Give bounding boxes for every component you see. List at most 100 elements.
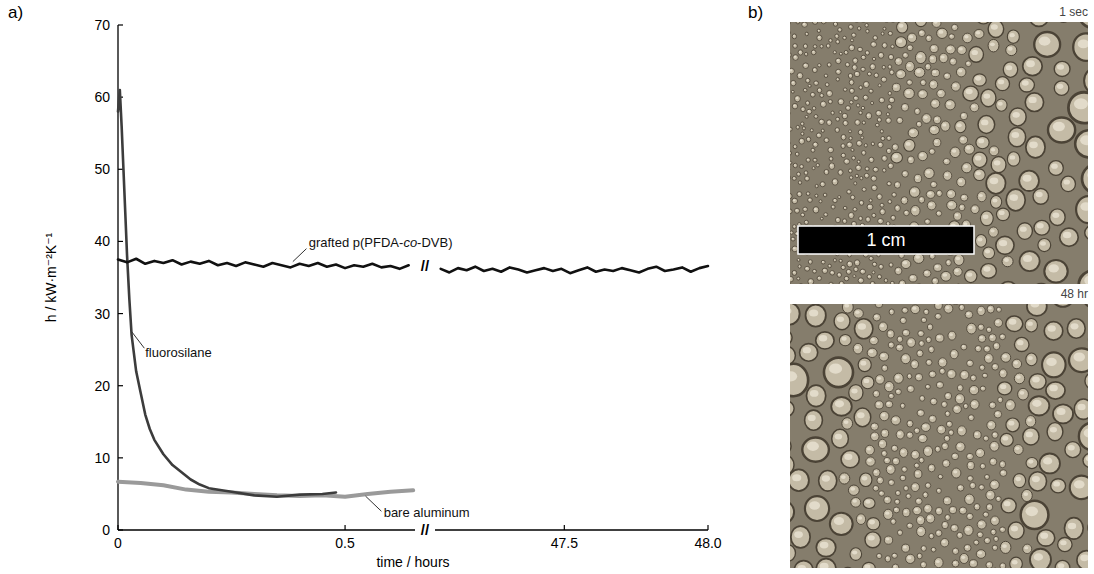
droplet [1060,228,1079,246]
droplet-highlight [894,459,897,462]
droplet [967,461,974,469]
droplet [902,307,908,313]
droplet-highlight [903,105,906,108]
droplet [860,473,872,487]
droplet [1026,353,1037,366]
droplet-highlight [844,207,846,208]
droplet-highlight [904,487,906,489]
droplet [832,429,849,448]
droplet [1049,161,1064,176]
droplet-highlight [916,375,919,378]
droplet-highlight [971,50,978,55]
droplet [942,443,949,450]
droplet-highlight [849,26,851,28]
droplet [933,116,941,124]
droplet-highlight [878,478,881,480]
droplet [980,211,993,226]
y-tick-label: 60 [94,89,110,105]
droplet [871,42,877,47]
droplet [858,130,863,135]
droplet-highlight [949,431,951,433]
droplet [974,29,984,38]
droplet-highlight [893,193,895,195]
droplet [976,449,985,458]
droplet [806,385,825,407]
droplet-highlight [840,260,841,261]
droplet-highlight [983,266,990,272]
droplet [1039,454,1059,474]
droplet [1084,68,1088,93]
droplet-highlight [893,154,898,158]
droplet-highlight [990,177,999,184]
droplet-highlight [794,164,796,165]
droplet [869,157,874,162]
droplet-highlight [814,208,817,210]
droplet [888,65,892,69]
droplet-highlight [920,198,923,200]
figure: a)b)00.5010203040506070h / kW·m⁻²K⁻¹time… [0,0,1094,574]
droplet-highlight [866,24,868,25]
droplet-highlight [908,340,912,343]
droplet [918,30,925,37]
droplet [867,348,877,357]
droplet [824,213,828,217]
droplet-highlight [845,160,848,162]
droplet [790,438,791,454]
droplet-highlight [1037,223,1044,228]
droplet-highlight [908,433,911,435]
droplet-highlight [852,499,856,502]
droplet-highlight [880,441,884,444]
droplet [872,271,875,274]
droplet [1075,130,1088,157]
droplet [904,210,910,215]
droplet-highlight [850,101,852,102]
droplet [879,322,888,331]
droplet [826,44,830,48]
droplet-highlight [793,199,796,201]
droplet-highlight [824,213,826,214]
droplet [904,88,915,99]
droplet [883,27,886,30]
label-part: -DVB) [417,235,452,250]
droplet [1006,316,1023,331]
droplet-highlight [1057,84,1064,89]
droplet [884,496,892,503]
droplet [870,281,875,284]
droplet-highlight [961,556,965,559]
droplet [833,22,837,26]
droplet [1029,22,1048,26]
droplet [975,234,986,247]
droplet [998,397,1003,403]
droplet [906,494,911,499]
droplet-highlight [838,196,839,197]
droplet-highlight [968,477,971,479]
droplet [871,185,877,191]
droplet-highlight [957,123,962,127]
droplet-highlight [1001,335,1004,337]
droplet-highlight [958,486,961,488]
droplet [843,219,847,224]
leader-line [132,332,145,349]
droplet-highlight [883,44,885,46]
droplet [796,125,799,129]
droplet [799,138,805,144]
droplet [916,121,922,127]
droplet [967,476,973,481]
droplet-highlight [850,137,851,138]
droplet [942,460,949,468]
droplet [957,426,966,436]
droplet-highlight [942,403,945,405]
droplet [957,485,964,491]
droplet-highlight [796,233,798,234]
droplet [930,45,938,53]
droplet-highlight [1009,33,1014,37]
droplet [1000,433,1013,446]
droplet [907,420,913,427]
droplet [1067,319,1085,339]
droplet [876,110,882,115]
droplet-highlight [792,82,794,84]
y-tick [118,241,123,242]
droplet-highlight [976,31,980,34]
droplet-highlight [971,484,974,486]
droplet [907,33,916,42]
